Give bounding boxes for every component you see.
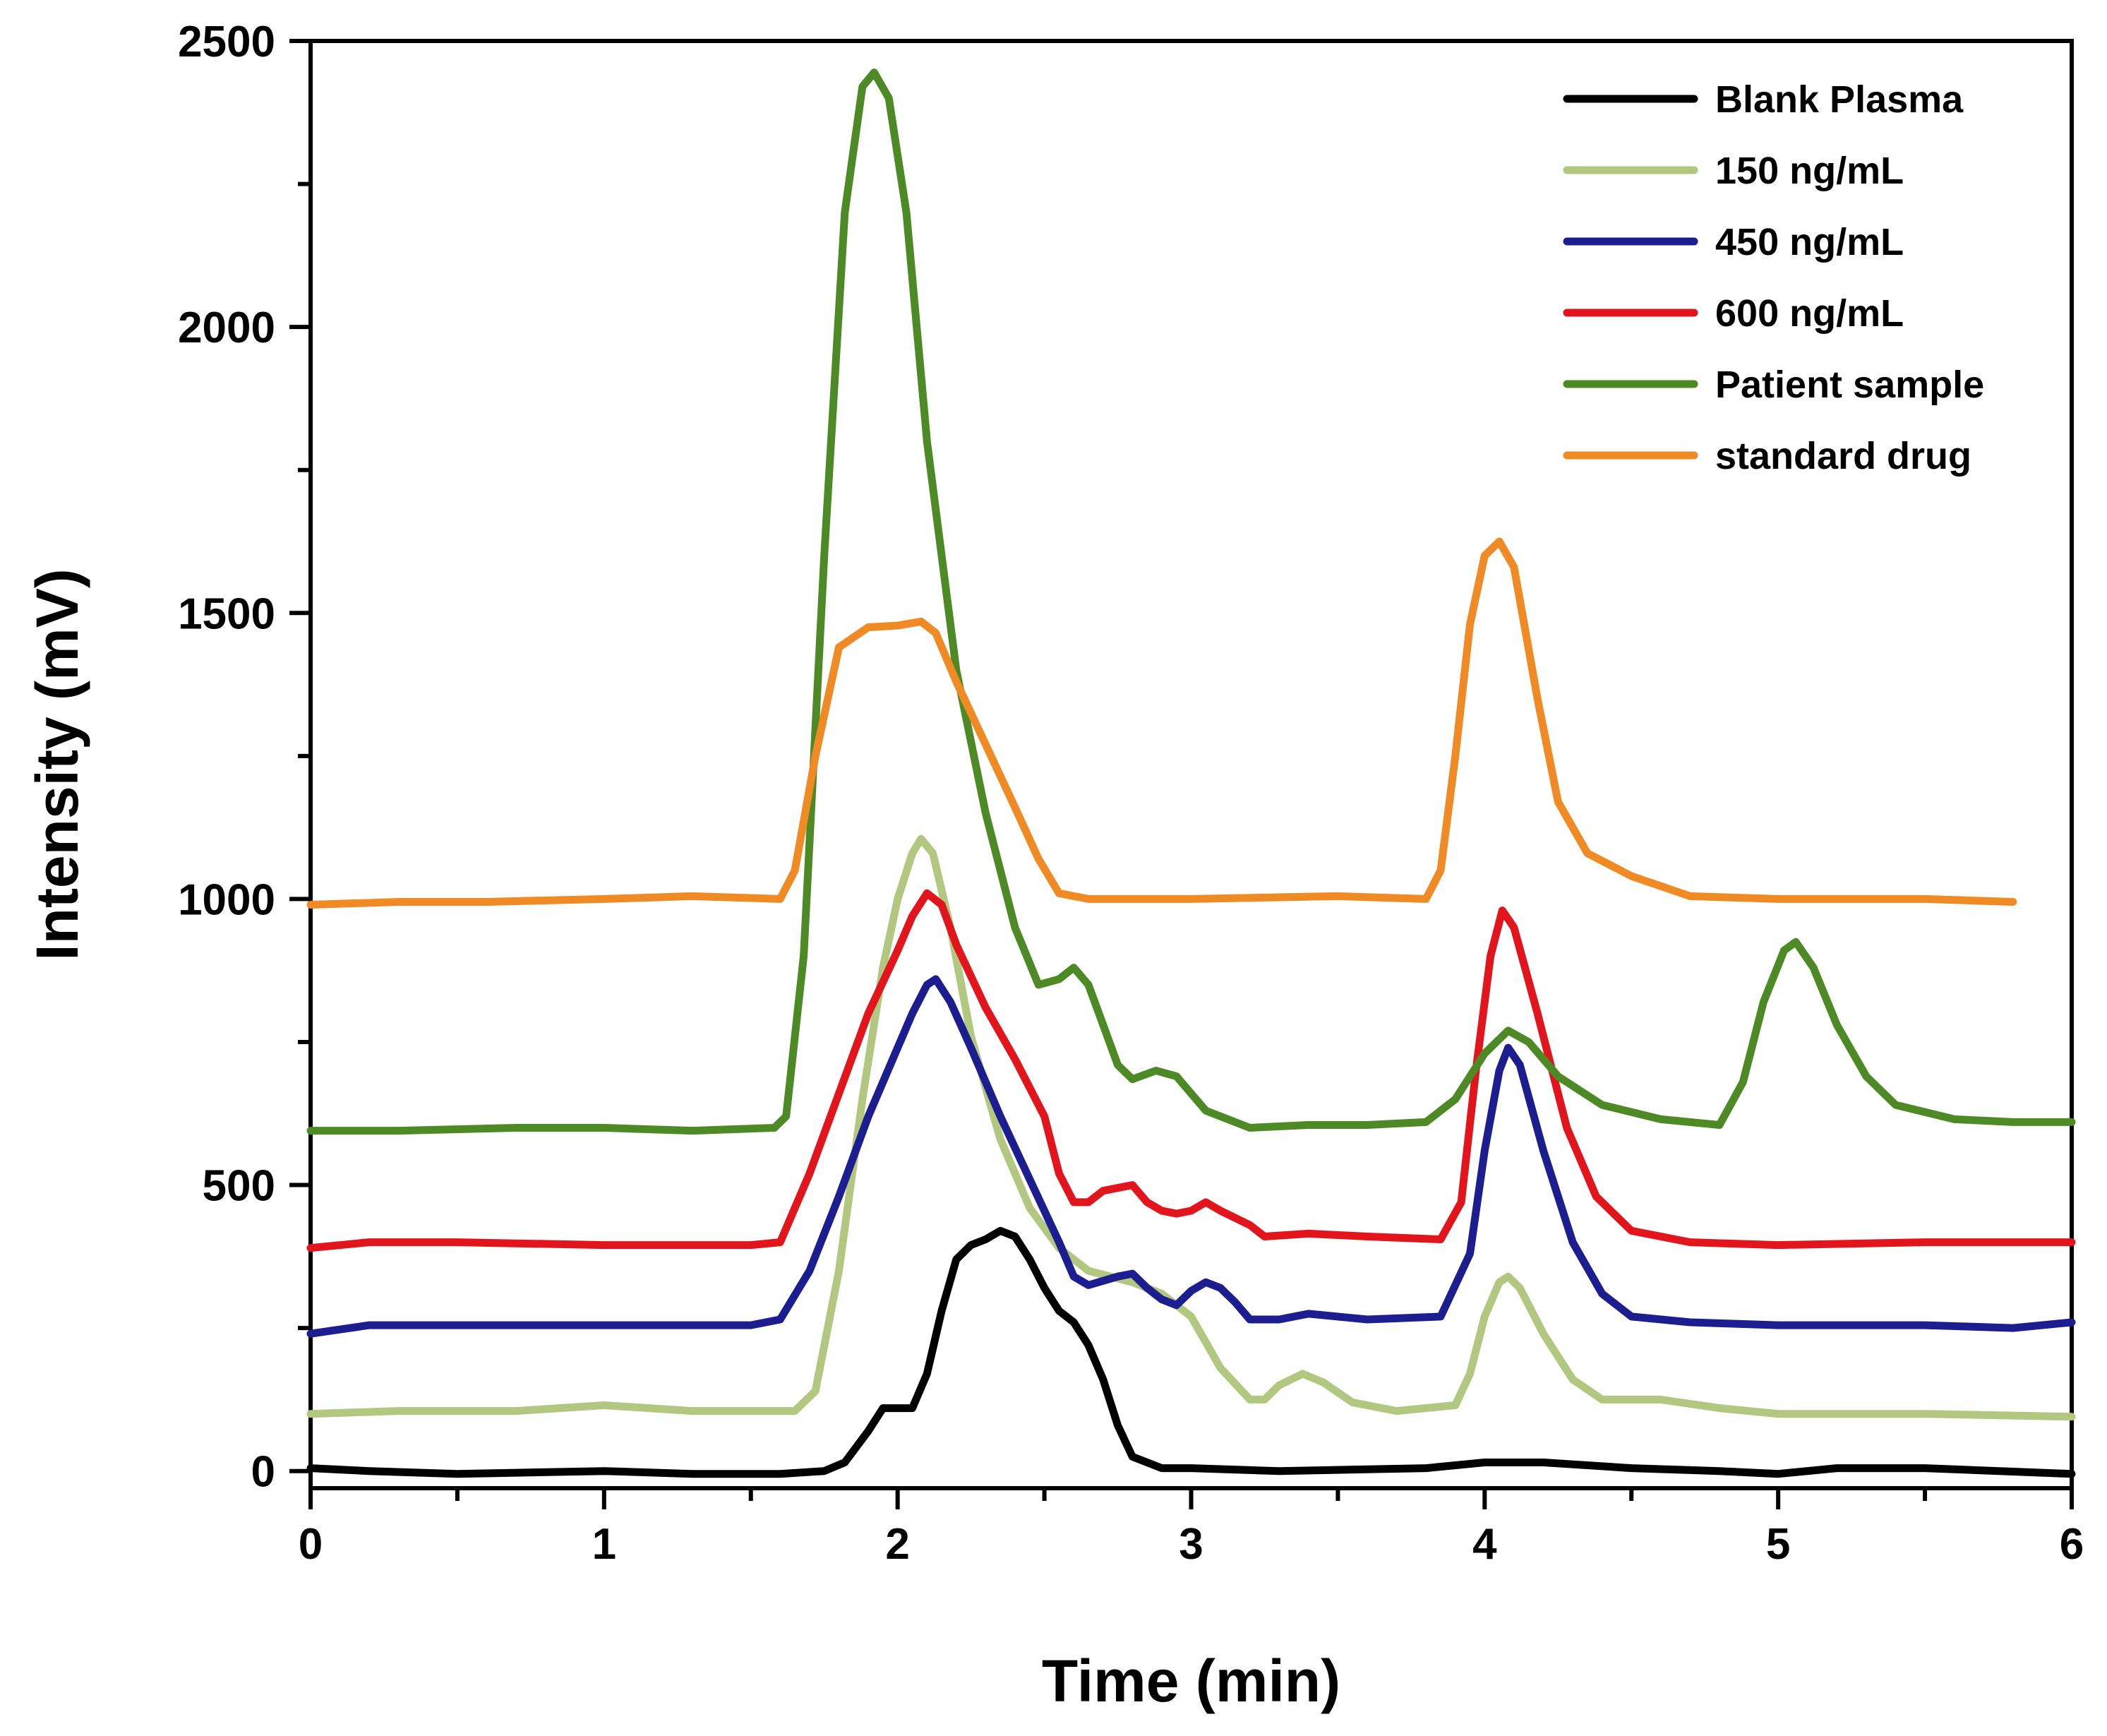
y-tick-label: 0	[251, 1448, 275, 1497]
x-tick-label: 4	[1472, 1520, 1497, 1569]
series-line-150-ng-ml	[306, 834, 2076, 1421]
y-tick-label: 1000	[178, 875, 275, 924]
legend-label: Blank Plasma	[1715, 78, 1964, 121]
legend-label: 600 ng/mL	[1715, 292, 1904, 335]
legend: Blank Plasma 150 ng/mL 450 ng/mL 600 ng/mL P…	[1563, 78, 1984, 477]
legend-label: 450 ng/mL	[1715, 221, 1904, 263]
y-tick-label: 500	[203, 1162, 275, 1211]
y-tick-label: 2000	[178, 304, 275, 352]
x-tick-label: 3	[1179, 1520, 1203, 1569]
legend-item: standard drug	[1563, 435, 1971, 477]
legend-item: Blank Plasma	[1563, 78, 1964, 121]
y-axis-title: Intensity (mV)	[24, 568, 90, 960]
legend-item: 600 ng/mL	[1563, 292, 1904, 335]
series-line-patient-sample	[306, 68, 2076, 1135]
legend-item: 150 ng/mL	[1563, 150, 1904, 192]
x-tick-label: 2	[885, 1520, 909, 1569]
legend-item: Patient sample	[1563, 364, 1984, 406]
series-line-standard-drug	[306, 537, 2017, 909]
x-tick-label: 0	[299, 1520, 323, 1569]
series-line-450-ng-ml	[306, 975, 2076, 1338]
x-tick-label: 5	[1766, 1520, 1790, 1569]
legend-label: Patient sample	[1715, 364, 1984, 406]
y-tick-label: 2500	[178, 18, 275, 66]
x-tick-label: 6	[2060, 1520, 2084, 1569]
series-line-blank-plasma	[306, 1226, 2076, 1478]
y-tick-label: 1500	[178, 589, 275, 638]
axes-layer: 0 1 2 3 4 5 6 0 500 1000 1500 2000 2500	[178, 18, 2084, 1569]
legend-label: 150 ng/mL	[1715, 150, 1904, 192]
series-layer	[306, 68, 2076, 1478]
x-axis-title: Time (min)	[1042, 1648, 1340, 1714]
legend-label: standard drug	[1715, 435, 1971, 477]
legend-item: 450 ng/mL	[1563, 221, 1904, 263]
x-tick-label: 1	[592, 1520, 616, 1569]
series-line-600-ng-ml	[306, 889, 2076, 1252]
